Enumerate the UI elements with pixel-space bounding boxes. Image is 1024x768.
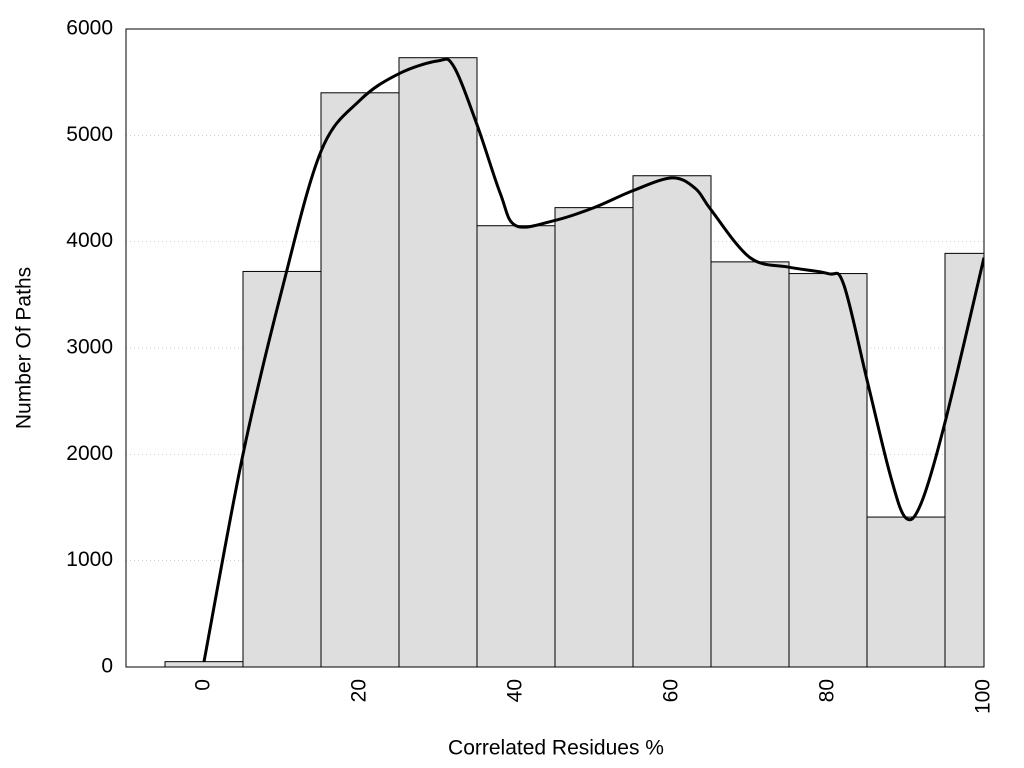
- y-tick-label: 6000: [66, 17, 113, 40]
- bar: [632, 175, 712, 667]
- bar: [242, 270, 322, 667]
- bar: [554, 207, 634, 667]
- x-tick-label: 100: [972, 679, 995, 714]
- y-tick-label: 1000: [66, 548, 113, 571]
- y-axis-label: Number Of Paths: [13, 267, 36, 429]
- plot-frame: [125, 28, 985, 668]
- bar: [788, 273, 868, 667]
- bar: [320, 92, 400, 667]
- x-tick-label: 20: [348, 679, 371, 702]
- bars: [164, 57, 984, 667]
- x-tick-label: 0: [192, 679, 215, 691]
- y-tick-label: 0: [101, 655, 113, 678]
- y-tick-label: 4000: [66, 229, 113, 252]
- y-tick-label: 2000: [66, 442, 113, 465]
- x-tick-label: 80: [816, 679, 839, 702]
- bar: [476, 225, 556, 667]
- density-curve: [202, 57, 984, 662]
- x-axis-label: Correlated Residues %: [448, 737, 664, 760]
- bar: [398, 57, 478, 667]
- labels: 0 1000 2000 3000 4000 5000 6000 0 20 40 60 80 100: [66, 17, 994, 715]
- bar: [944, 252, 984, 667]
- x-tick-label: 40: [504, 679, 527, 702]
- bar: [164, 661, 244, 667]
- y-tick-label: 3000: [66, 336, 113, 359]
- curve-layer: [202, 57, 984, 662]
- bar: [710, 261, 790, 667]
- y-tick-label: 5000: [66, 123, 113, 146]
- bar: [866, 516, 946, 667]
- x-tick-label: 60: [660, 679, 683, 702]
